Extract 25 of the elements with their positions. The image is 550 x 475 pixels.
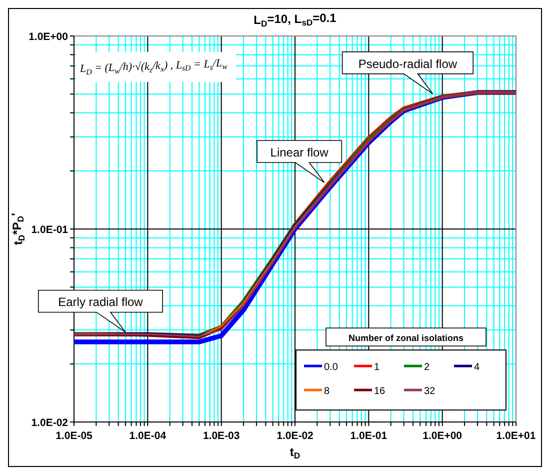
legend-heading-box: Number of zonal isolations xyxy=(326,328,486,346)
annotation: Early radial flow xyxy=(58,295,144,310)
legend-label: 32 xyxy=(424,386,436,397)
legend-label: 16 xyxy=(374,386,386,397)
x-tick-label: 1.0E-03 xyxy=(202,430,240,442)
formula-box: L$_{D}$ = (L$_{w}$/h)·√(k$_{z}$/k$_{x}$) , L$_{sD}$ = L$_{s}$/L$_{w}$ xyxy=(76,52,236,82)
x-tick-label: 1.0E+00 xyxy=(422,430,462,442)
legend-label: 4 xyxy=(474,362,480,373)
annotation: Pseudo-radial flow xyxy=(358,56,458,71)
x-tick-label: 1.0E-05 xyxy=(56,430,93,442)
x-tick-label: 1.0E-01 xyxy=(350,430,388,442)
legend-title: Number of zonal isolations xyxy=(348,333,464,343)
y-tick-label: 1.0E+00 xyxy=(28,31,68,43)
x-tick-label: 1.0E+01 xyxy=(496,430,536,442)
annotation: Linear flow xyxy=(270,146,329,160)
legend-label: 2 xyxy=(424,362,430,373)
legend-label: 0.0 xyxy=(324,362,338,373)
y-tick-label: 1.0E-01 xyxy=(31,224,68,236)
legend-label: 8 xyxy=(324,386,330,397)
chart-title: L$_{D}$=10, L$_{sD}$=0.1 xyxy=(254,10,337,29)
x-tick-label: 1.0E-02 xyxy=(276,430,314,442)
x-axis-title: t$_{D}$ xyxy=(290,445,300,461)
legend-label: 1 xyxy=(374,362,380,373)
y-tick-label: 1.0E-02 xyxy=(31,417,68,429)
x-tick-label: 1.0E-04 xyxy=(129,430,166,442)
